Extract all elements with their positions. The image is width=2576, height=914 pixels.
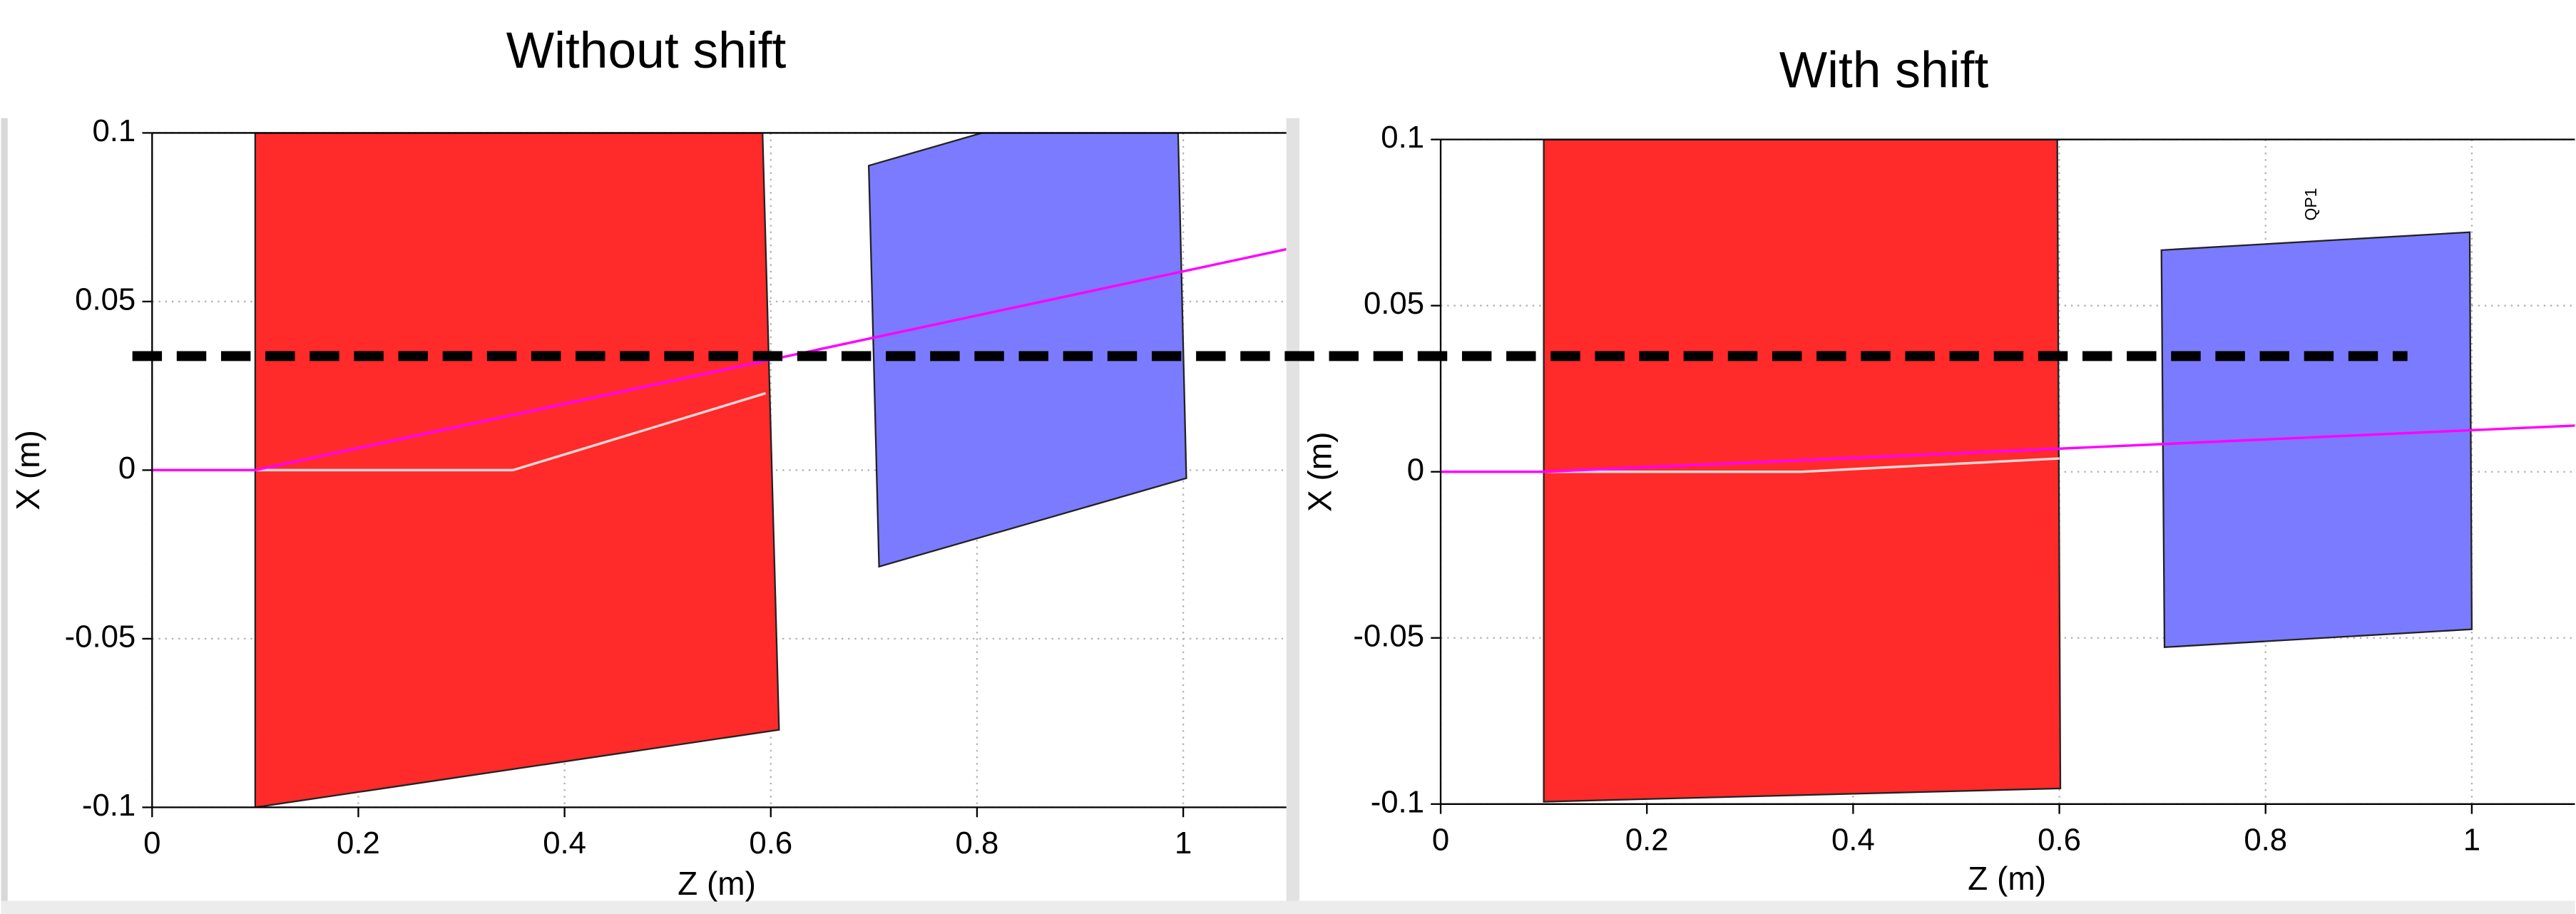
x-tick-label: 0.8: [2244, 822, 2287, 857]
x-axis-label: Z (m): [678, 865, 756, 902]
trajectory: [1441, 424, 2575, 473]
beam-element: [867, 133, 1187, 568]
plot-content: [1441, 139, 2575, 803]
trajectory: [152, 247, 1287, 472]
x-axis-label: Z (m): [1968, 860, 2046, 897]
x-tick-label: 1: [2463, 822, 2480, 857]
x-tick-label: 0.2: [337, 826, 380, 861]
plots: Without shift Z (m) X (m) -0.1 -0.05 0 0.05 0.1…: [9, 22, 2575, 902]
x-tick-label: 0.8: [956, 826, 999, 861]
y-axis-label: X (m): [9, 430, 46, 510]
y-tick-label: 0.05: [75, 282, 136, 317]
x-tick-label: 0.2: [1625, 822, 1669, 857]
y-tick-label: 0.1: [1381, 120, 1424, 155]
y-axis-label: X (m): [1301, 431, 1338, 511]
y-tick-label: -0.1: [82, 788, 136, 823]
x-tick-label: 0: [143, 826, 160, 861]
window-edge: [1, 118, 8, 914]
x-tick-label: 1: [1175, 826, 1192, 861]
plot-content: [152, 133, 1287, 808]
y-tick-label: -0.05: [1353, 618, 1424, 653]
y-tick-label: 0: [118, 451, 136, 486]
y-tick-label: 0: [1407, 452, 1424, 487]
y-tick-label: 0.1: [92, 113, 136, 148]
x-tick-label: 0.6: [2038, 822, 2081, 857]
x-tick-label: 0.4: [543, 826, 586, 861]
y-tick-label: 0.05: [1364, 286, 1424, 321]
chart-title: Without shift: [506, 22, 787, 79]
beam-element: [2160, 231, 2473, 649]
x-tick-label: 0.6: [749, 826, 792, 861]
x-tick-label: 0.4: [1831, 822, 1875, 857]
y-tick-label: -0.05: [65, 619, 136, 654]
trajectory: [1543, 457, 2060, 473]
chart-title: With shift: [1779, 41, 1989, 98]
trajectory: [255, 391, 767, 472]
y-tick-label: -0.1: [1371, 784, 1424, 819]
element-label: QP1: [2301, 188, 2320, 221]
x-tick-label: 0: [1432, 822, 1449, 857]
scrollbar: [1286, 118, 1300, 914]
status-bar: [1, 900, 2575, 914]
